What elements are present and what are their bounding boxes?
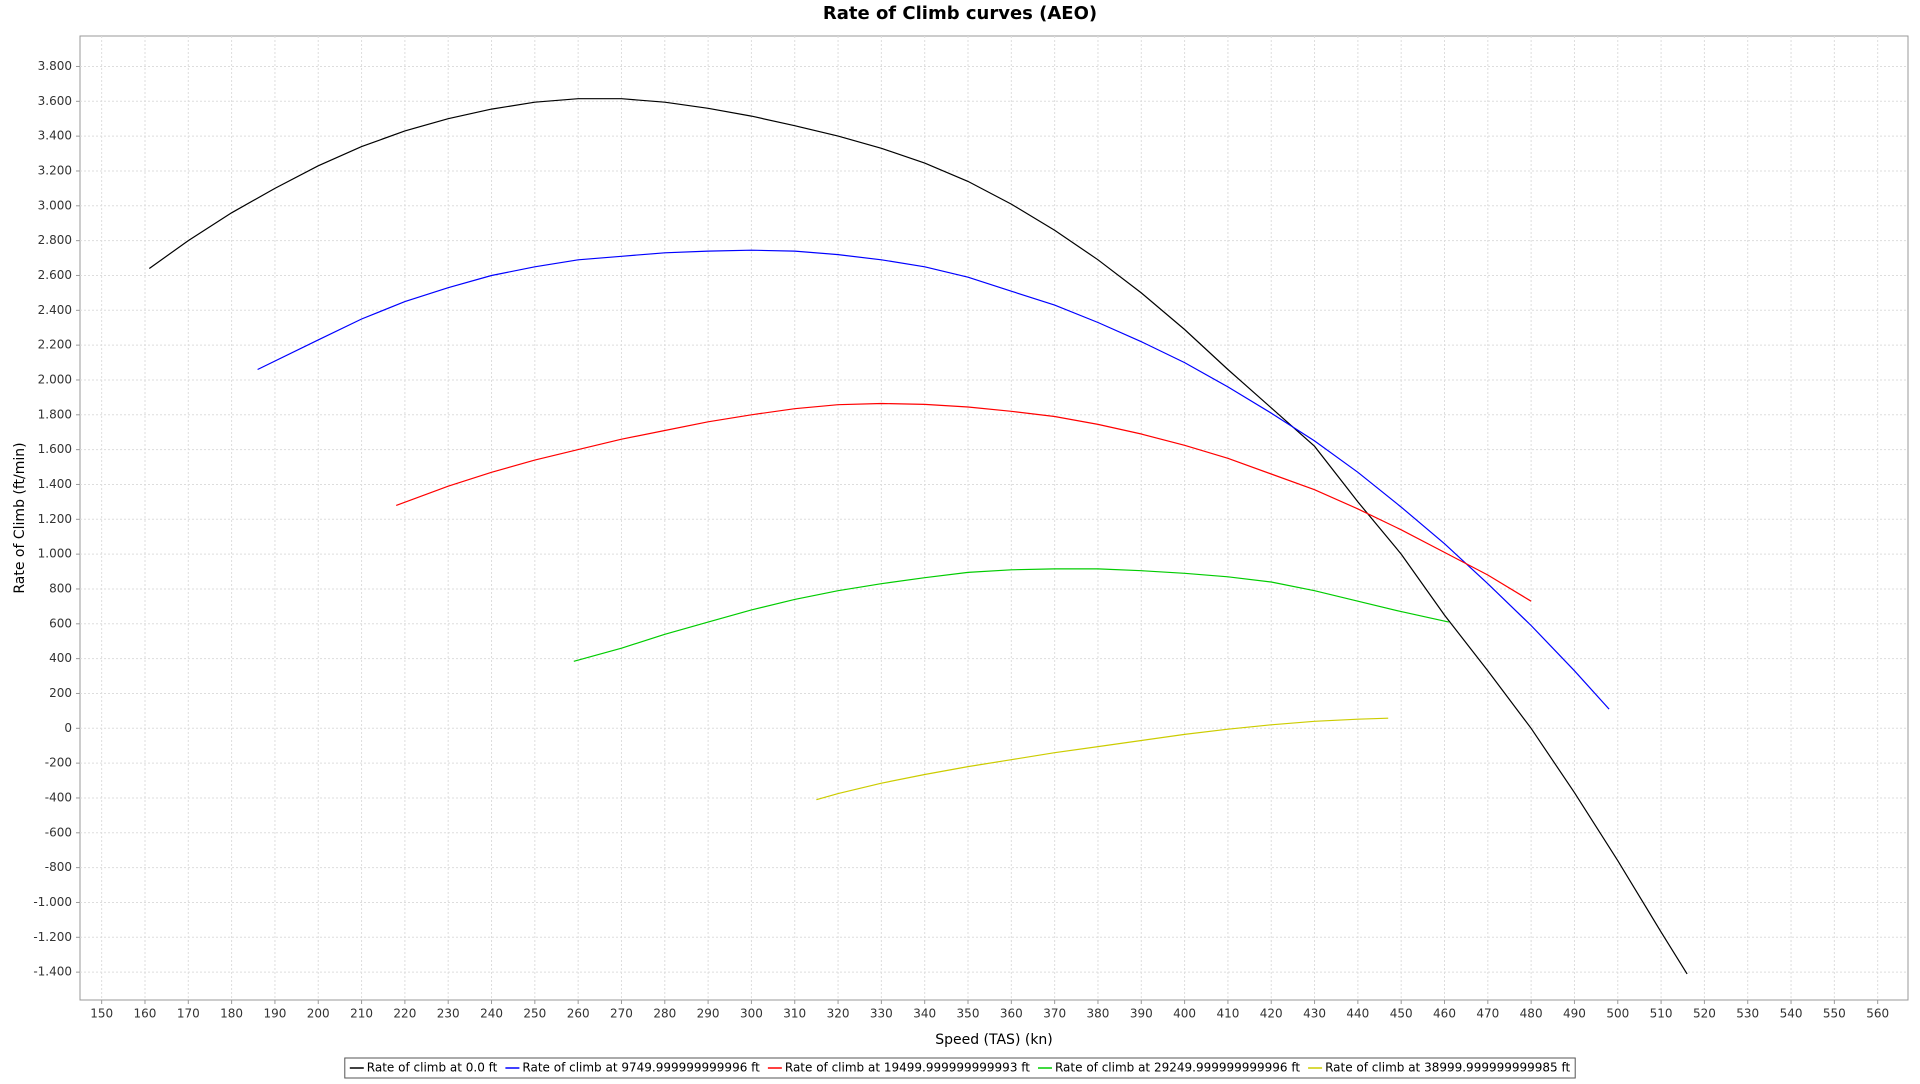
legend-box (344, 1057, 1576, 1079)
x-tick-label: 190 (263, 1007, 286, 1021)
y-tick-label: 3.600 (38, 94, 72, 108)
x-tick-label: 480 (1520, 1007, 1543, 1021)
y-tick-label: 3.000 (38, 198, 72, 212)
y-tick-label: 3.400 (38, 129, 72, 143)
legend-label: Rate of climb at 9749.999999999996 ft (522, 1061, 760, 1075)
x-tick-label: 170 (177, 1007, 200, 1021)
line-series (257, 249, 1610, 710)
x-tick-label: 400 (1173, 1007, 1196, 1021)
y-axis-label: Rate of Climb (ft/min) (12, 442, 28, 593)
x-tick-label: 260 (567, 1007, 590, 1021)
x-tick-label: 370 (1043, 1007, 1066, 1021)
y-tick-label: 2.600 (38, 268, 72, 282)
y-tick-label: 400 (49, 651, 72, 665)
y-tick-label: -800 (45, 860, 72, 874)
x-tick-label: 520 (1693, 1007, 1716, 1021)
y-tick-label: 1.400 (38, 477, 72, 491)
x-tick-label: 530 (1736, 1007, 1759, 1021)
x-tick-label: 390 (1130, 1007, 1153, 1021)
line-series (395, 402, 1532, 602)
x-tick-label: 560 (1866, 1007, 1889, 1021)
y-tick-label: 1.800 (38, 407, 72, 421)
x-tick-label: 430 (1303, 1007, 1326, 1021)
y-tick-label: -1.400 (33, 965, 72, 979)
x-tick-label: 250 (523, 1007, 546, 1021)
x-tick-label: 450 (1390, 1007, 1413, 1021)
x-tick-label: 200 (307, 1007, 330, 1021)
x-tick-label: 410 (1216, 1007, 1239, 1021)
y-tick-label: -400 (45, 790, 72, 804)
legend: Rate of climb at 0.0 ft Rate of climb at … (344, 1057, 1576, 1079)
x-axis-label: Speed (TAS) (kn) (935, 1032, 1053, 1048)
legend-label: Rate of climb at 29249.999999999996 ft (1055, 1061, 1300, 1075)
x-tick-label: 420 (1260, 1007, 1283, 1021)
x-tick-label: 540 (1780, 1007, 1803, 1021)
y-tick-label: -600 (45, 825, 72, 839)
line-series (573, 568, 1449, 662)
x-tick-label: 210 (350, 1007, 373, 1021)
x-tick-label: 280 (653, 1007, 676, 1021)
line-series (148, 98, 1688, 975)
x-tick-label: 440 (1346, 1007, 1369, 1021)
x-tick-label: 160 (134, 1007, 157, 1021)
x-tick-label: 360 (1000, 1007, 1023, 1021)
y-tick-label: 200 (49, 686, 72, 700)
x-tick-label: 300 (740, 1007, 763, 1021)
y-tick-label: 0 (64, 721, 72, 735)
y-tick-label: 600 (49, 616, 72, 630)
x-tick-label: 180 (220, 1007, 243, 1021)
chart-title: Rate of Climb curves (AEO) (823, 3, 1097, 24)
y-tick-label: 1.200 (38, 512, 72, 526)
y-tick-label: 3.200 (38, 163, 72, 177)
x-tick-label: 270 (610, 1007, 633, 1021)
y-tick-label: 2.400 (38, 303, 72, 317)
legend-label: Rate of climb at 19499.999999999993 ft (785, 1061, 1030, 1075)
line-series (816, 717, 1389, 801)
y-tick-label: 1.600 (38, 442, 72, 456)
x-tick-label: 220 (393, 1007, 416, 1021)
x-tick-label: 510 (1650, 1007, 1673, 1021)
plot-area (79, 35, 1909, 1001)
x-tick-label: 290 (697, 1007, 720, 1021)
x-tick-label: 320 (827, 1007, 850, 1021)
x-tick-label: 150 (90, 1007, 113, 1021)
y-tick-label: -1.000 (33, 895, 72, 909)
x-tick-label: 240 (480, 1007, 503, 1021)
x-tick-label: 490 (1563, 1007, 1586, 1021)
x-tick-label: 550 (1823, 1007, 1846, 1021)
y-tick-label: 2.800 (38, 233, 72, 247)
x-tick-label: 310 (783, 1007, 806, 1021)
plot-layer (80, 36, 1908, 1000)
x-tick-label: 380 (1087, 1007, 1110, 1021)
x-tick-label: 460 (1433, 1007, 1456, 1021)
y-tick-label: 1.000 (38, 547, 72, 561)
y-tick-label: -1.200 (33, 930, 72, 944)
y-tick-label: 3.800 (38, 59, 72, 73)
y-tick-label: 800 (49, 581, 72, 595)
x-tick-label: 230 (437, 1007, 460, 1021)
y-tick-label: -200 (45, 756, 72, 770)
legend-label: Rate of climb at 38999.999999999985 ft (1325, 1061, 1570, 1075)
y-tick-label: 2.200 (38, 338, 72, 352)
x-tick-label: 350 (957, 1007, 980, 1021)
y-tick-label: 2.000 (38, 372, 72, 386)
x-tick-label: 340 (913, 1007, 936, 1021)
x-tick-label: 330 (870, 1007, 893, 1021)
x-tick-label: 500 (1606, 1007, 1629, 1021)
x-tick-label: 470 (1476, 1007, 1499, 1021)
legend-label: Rate of climb at 0.0 ft (367, 1061, 498, 1075)
